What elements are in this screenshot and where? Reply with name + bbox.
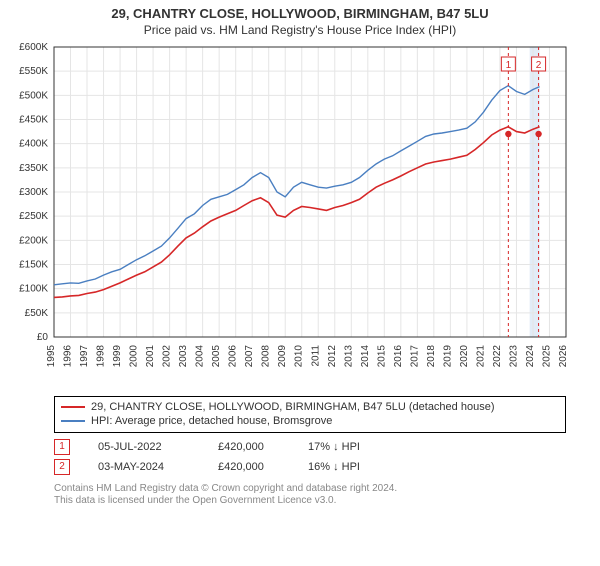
transactions-table: 1 05-JUL-2022£420,00017% ↓ HPI 2 03-MAY-202… — [54, 437, 566, 477]
svg-text:2007: 2007 — [244, 345, 255, 368]
legend-label-red: 29, CHANTRY CLOSE, HOLLYWOOD, BIRMINGHAM… — [91, 400, 494, 414]
svg-text:1999: 1999 — [112, 345, 123, 368]
svg-text:£200K: £200K — [19, 235, 48, 246]
transaction-date: 05-JUL-2022 — [98, 441, 218, 453]
svg-text:1996: 1996 — [63, 345, 74, 368]
legend-row-red: 29, CHANTRY CLOSE, HOLLYWOOD, BIRMINGHAM… — [61, 400, 559, 414]
price-chart: £0 £50K £100K £150K £200K £250K £300K £350K £400… — [0, 41, 600, 389]
transaction-date: 03-MAY-2024 — [98, 461, 218, 473]
svg-text:2000: 2000 — [129, 345, 140, 368]
svg-text:2006: 2006 — [228, 345, 239, 368]
svg-text:2014: 2014 — [360, 345, 371, 368]
svg-text:2001: 2001 — [145, 345, 156, 368]
svg-text:2011: 2011 — [310, 345, 321, 367]
legend-row-blue: HPI: Average price, detached house, Brom… — [61, 414, 559, 428]
svg-text:2004: 2004 — [195, 345, 206, 368]
svg-text:2009: 2009 — [277, 345, 288, 368]
svg-text:£350K: £350K — [19, 163, 48, 174]
footer: Contains HM Land Registry data © Crown c… — [54, 483, 566, 508]
svg-text:1: 1 — [506, 60, 512, 71]
svg-text:£450K: £450K — [19, 115, 48, 126]
page-subtitle: Price paid vs. HM Land Registry's House … — [0, 23, 600, 37]
svg-text:2010: 2010 — [294, 345, 305, 368]
transaction-delta: 16% ↓ HPI — [308, 461, 398, 473]
svg-text:2008: 2008 — [261, 345, 272, 368]
legend-label-blue: HPI: Average price, detached house, Brom… — [91, 414, 332, 428]
svg-text:2002: 2002 — [162, 345, 173, 368]
svg-text:2019: 2019 — [442, 345, 453, 368]
svg-text:2012: 2012 — [327, 345, 338, 368]
svg-text:£550K: £550K — [19, 66, 48, 77]
svg-text:£300K: £300K — [19, 187, 48, 198]
svg-text:2016: 2016 — [393, 345, 404, 368]
svg-text:2021: 2021 — [475, 345, 486, 368]
svg-text:2018: 2018 — [426, 345, 437, 368]
transaction-price: £420,000 — [218, 441, 308, 453]
svg-text:2017: 2017 — [409, 345, 420, 368]
svg-text:2025: 2025 — [541, 345, 552, 368]
svg-text:£150K: £150K — [19, 260, 48, 271]
svg-text:1997: 1997 — [79, 345, 90, 368]
transaction-badge: 2 — [54, 459, 70, 475]
svg-text:£400K: £400K — [19, 139, 48, 150]
svg-text:2003: 2003 — [178, 345, 189, 368]
transaction-delta: 17% ↓ HPI — [308, 441, 398, 453]
svg-text:£50K: £50K — [25, 308, 49, 319]
svg-text:1995: 1995 — [46, 345, 57, 368]
svg-text:£0: £0 — [37, 332, 49, 343]
svg-text:2023: 2023 — [508, 345, 519, 368]
svg-text:2013: 2013 — [343, 345, 354, 368]
footer-line2: This data is licensed under the Open Gov… — [54, 495, 566, 508]
legend-swatch-red — [61, 406, 85, 408]
transaction-row: 2 03-MAY-2024£420,00016% ↓ HPI — [54, 457, 566, 477]
svg-text:2022: 2022 — [492, 345, 503, 368]
svg-text:£100K: £100K — [19, 284, 48, 295]
legend-swatch-blue — [61, 420, 85, 422]
transaction-badge: 1 — [54, 439, 70, 455]
svg-text:£250K: £250K — [19, 211, 48, 222]
svg-text:2015: 2015 — [376, 345, 387, 368]
svg-text:£600K: £600K — [19, 42, 48, 53]
svg-text:£500K: £500K — [19, 90, 48, 101]
svg-text:2005: 2005 — [211, 345, 222, 368]
svg-text:2: 2 — [536, 60, 542, 71]
svg-text:2024: 2024 — [525, 345, 536, 368]
svg-text:2026: 2026 — [558, 345, 569, 368]
legend: 29, CHANTRY CLOSE, HOLLYWOOD, BIRMINGHAM… — [54, 396, 566, 433]
transaction-row: 1 05-JUL-2022£420,00017% ↓ HPI — [54, 437, 566, 457]
svg-text:2020: 2020 — [459, 345, 470, 368]
page-title: 29, CHANTRY CLOSE, HOLLYWOOD, BIRMINGHAM… — [0, 6, 600, 21]
footer-line1: Contains HM Land Registry data © Crown c… — [54, 483, 566, 496]
transaction-price: £420,000 — [218, 461, 308, 473]
svg-text:1998: 1998 — [96, 345, 107, 368]
